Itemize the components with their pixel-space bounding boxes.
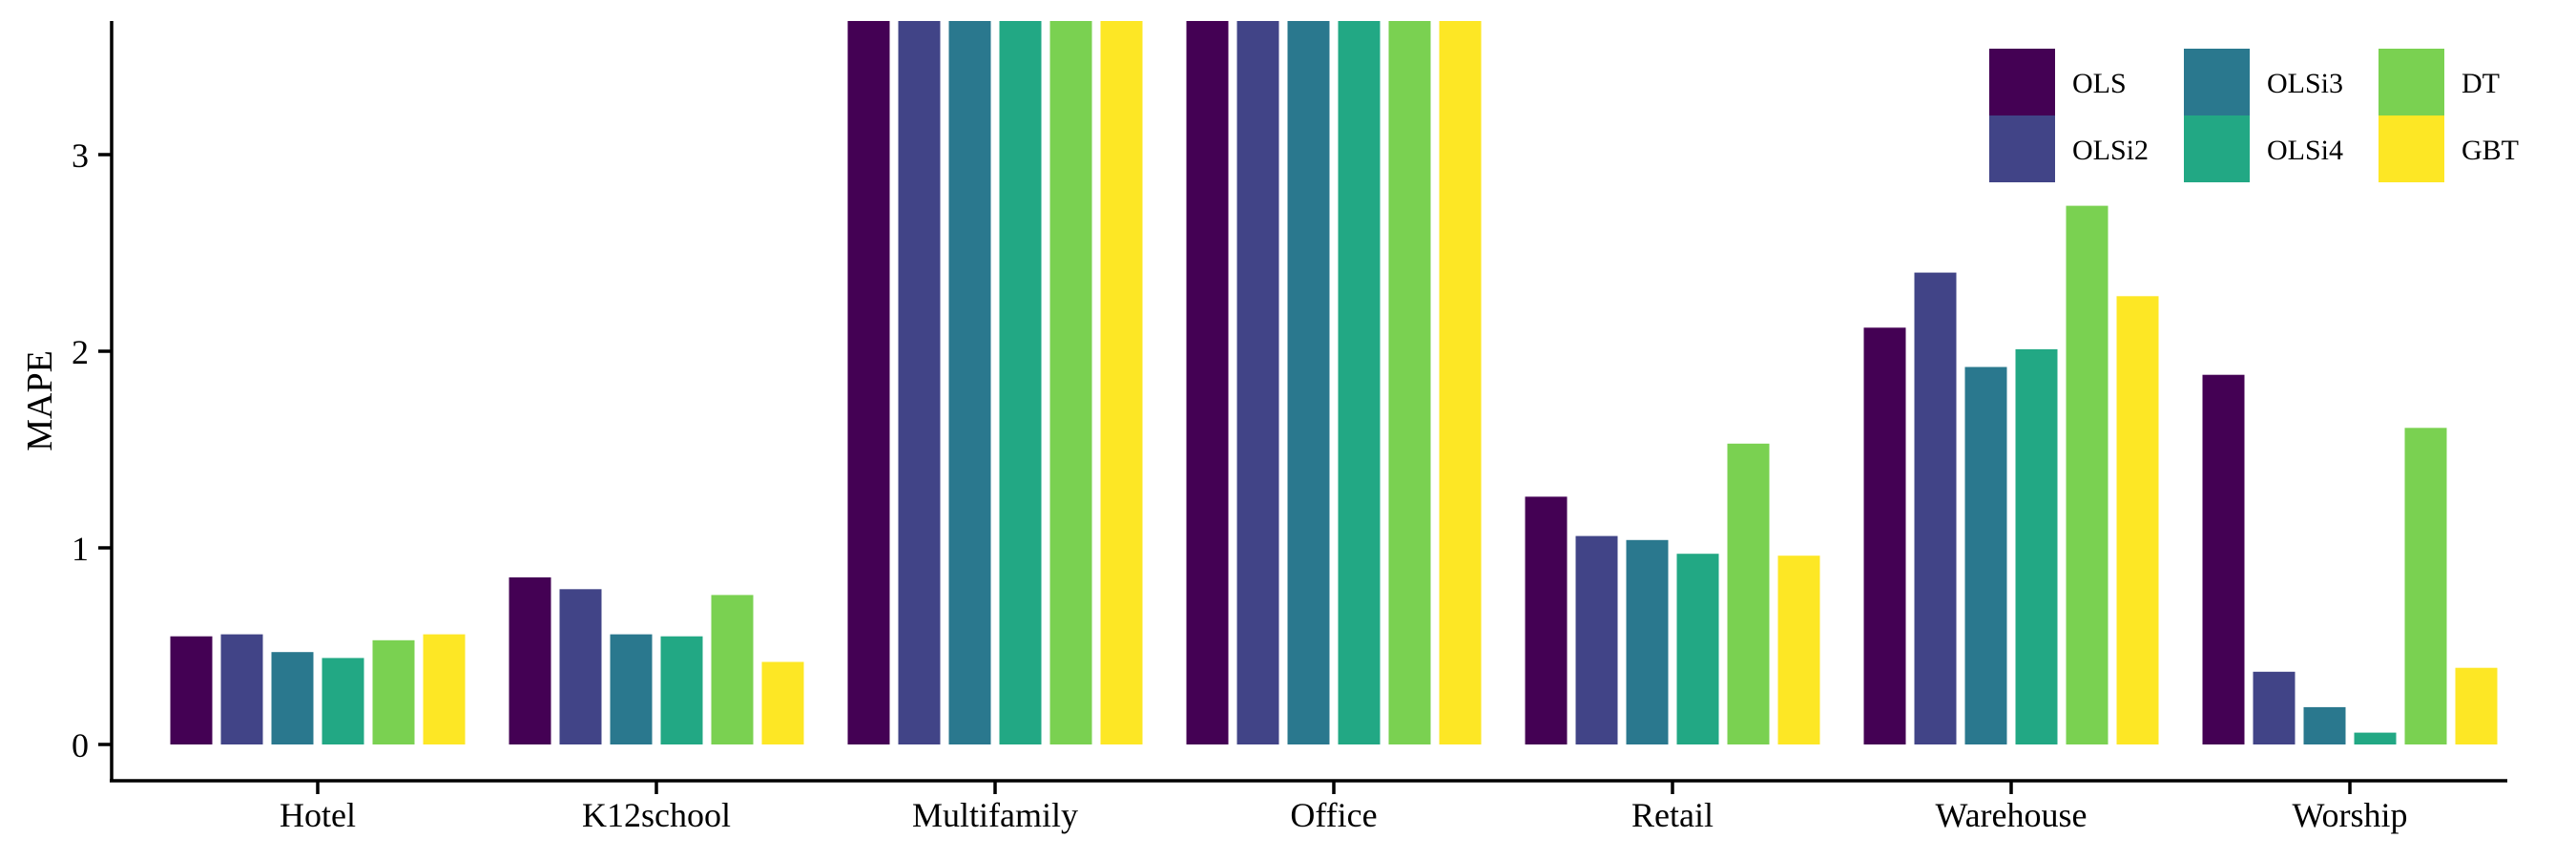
- legend-label: GBT: [2462, 135, 2519, 166]
- legend-item-olsi3: OLSi3: [2184, 49, 2343, 115]
- bar-olsi2-hotel: [220, 634, 263, 744]
- bar-olsi3-retail: [1626, 539, 1669, 744]
- legend: OLS OLSi2 OLSi3 OLSi4 DT GBT: [1989, 49, 2519, 182]
- bar-ols-multifamily: [847, 21, 890, 744]
- x-tick-label-warehouse: Warehouse: [1935, 796, 2087, 834]
- bar-olsi3-k12school: [610, 634, 653, 744]
- bar-olsi3-warehouse: [1964, 367, 2007, 744]
- bar-gbt-multifamily: [1100, 21, 1143, 744]
- bar-ols-k12school: [509, 576, 551, 744]
- x-tick-label-retail: Retail: [1631, 796, 1714, 834]
- bar-dt-office: [1388, 21, 1431, 744]
- x-tick-label-k12school: K12school: [582, 796, 731, 834]
- bar-olsi2-office: [1236, 21, 1279, 744]
- y-axis-title: MAPE: [20, 350, 60, 451]
- bar-olsi2-multifamily: [898, 21, 941, 744]
- bar-olsi2-retail: [1575, 535, 1618, 744]
- legend-label: DT: [2462, 68, 2500, 99]
- legend-item-ols: OLS: [1989, 49, 2127, 115]
- y-tick-label: 0: [72, 726, 89, 765]
- bar-olsi2-k12school: [559, 589, 602, 744]
- x-tick-label-multifamily: Multifamily: [912, 796, 1078, 834]
- bar-ols-warehouse: [1863, 327, 1906, 744]
- bar-olsi2-warehouse: [1914, 272, 1957, 744]
- axes-layer: [110, 21, 2507, 783]
- x-tick-label-office: Office: [1290, 796, 1377, 834]
- x-tick-label-worship: Worship: [2292, 796, 2407, 834]
- bar-olsi4-warehouse: [2015, 348, 2058, 744]
- bar-olsi3-worship: [2303, 706, 2346, 744]
- bar-ols-hotel: [170, 636, 213, 744]
- bar-olsi4-retail: [1676, 554, 1719, 744]
- bar-olsi4-worship: [2354, 732, 2397, 744]
- y-tick-label: 3: [72, 136, 89, 175]
- legend-item-dt: DT: [2379, 49, 2500, 115]
- bar-ols-retail: [1525, 496, 1568, 744]
- legend-swatch: [1989, 115, 2055, 182]
- bar-dt-warehouse: [2066, 205, 2109, 745]
- legend-swatch: [2184, 49, 2250, 115]
- bars-layer: [170, 21, 2498, 745]
- legend-swatch: [2184, 115, 2250, 182]
- bar-olsi4-multifamily: [999, 21, 1042, 744]
- legend-swatch: [2379, 49, 2444, 115]
- bar-gbt-k12school: [761, 661, 804, 744]
- bar-dt-multifamily: [1049, 21, 1092, 744]
- legend-swatch: [1989, 49, 2055, 115]
- legend-item-olsi4: OLSi4: [2184, 115, 2343, 182]
- bar-dt-worship: [2404, 428, 2447, 744]
- bar-olsi3-multifamily: [948, 21, 991, 744]
- bar-gbt-warehouse: [2116, 296, 2159, 744]
- bar-dt-hotel: [372, 639, 415, 744]
- bar-dt-retail: [1727, 443, 1770, 744]
- legend-label: OLSi4: [2267, 135, 2343, 166]
- y-tick-label: 2: [72, 333, 89, 371]
- legend-label: OLSi2: [2072, 135, 2149, 166]
- bar-olsi4-hotel: [322, 658, 364, 744]
- bar-ols-office: [1186, 21, 1229, 744]
- bar-olsi4-office: [1338, 21, 1381, 744]
- bar-ols-worship: [2202, 374, 2245, 744]
- legend-item-gbt: GBT: [2379, 115, 2519, 182]
- legend-item-olsi2: OLSi2: [1989, 115, 2149, 182]
- x-tick-label-hotel: Hotel: [280, 796, 356, 834]
- bar-gbt-worship: [2455, 667, 2498, 744]
- bar-gbt-retail: [1777, 555, 1820, 744]
- bar-olsi3-hotel: [271, 652, 314, 744]
- legend-label: OLS: [2072, 68, 2127, 99]
- bar-olsi2-worship: [2253, 671, 2296, 744]
- x-ticks: Hotel K12school Multifamily Office Retail War…: [280, 781, 2408, 834]
- y-tick-label: 1: [72, 530, 89, 568]
- y-ticks: 0 1 2 3: [72, 136, 112, 765]
- bar-gbt-hotel: [423, 634, 466, 744]
- legend-label: OLSi3: [2267, 68, 2343, 99]
- bar-gbt-office: [1439, 21, 1482, 744]
- bar-olsi4-k12school: [660, 636, 703, 744]
- bar-dt-k12school: [711, 595, 754, 744]
- legend-swatch: [2379, 115, 2444, 182]
- bar-olsi3-office: [1287, 21, 1330, 744]
